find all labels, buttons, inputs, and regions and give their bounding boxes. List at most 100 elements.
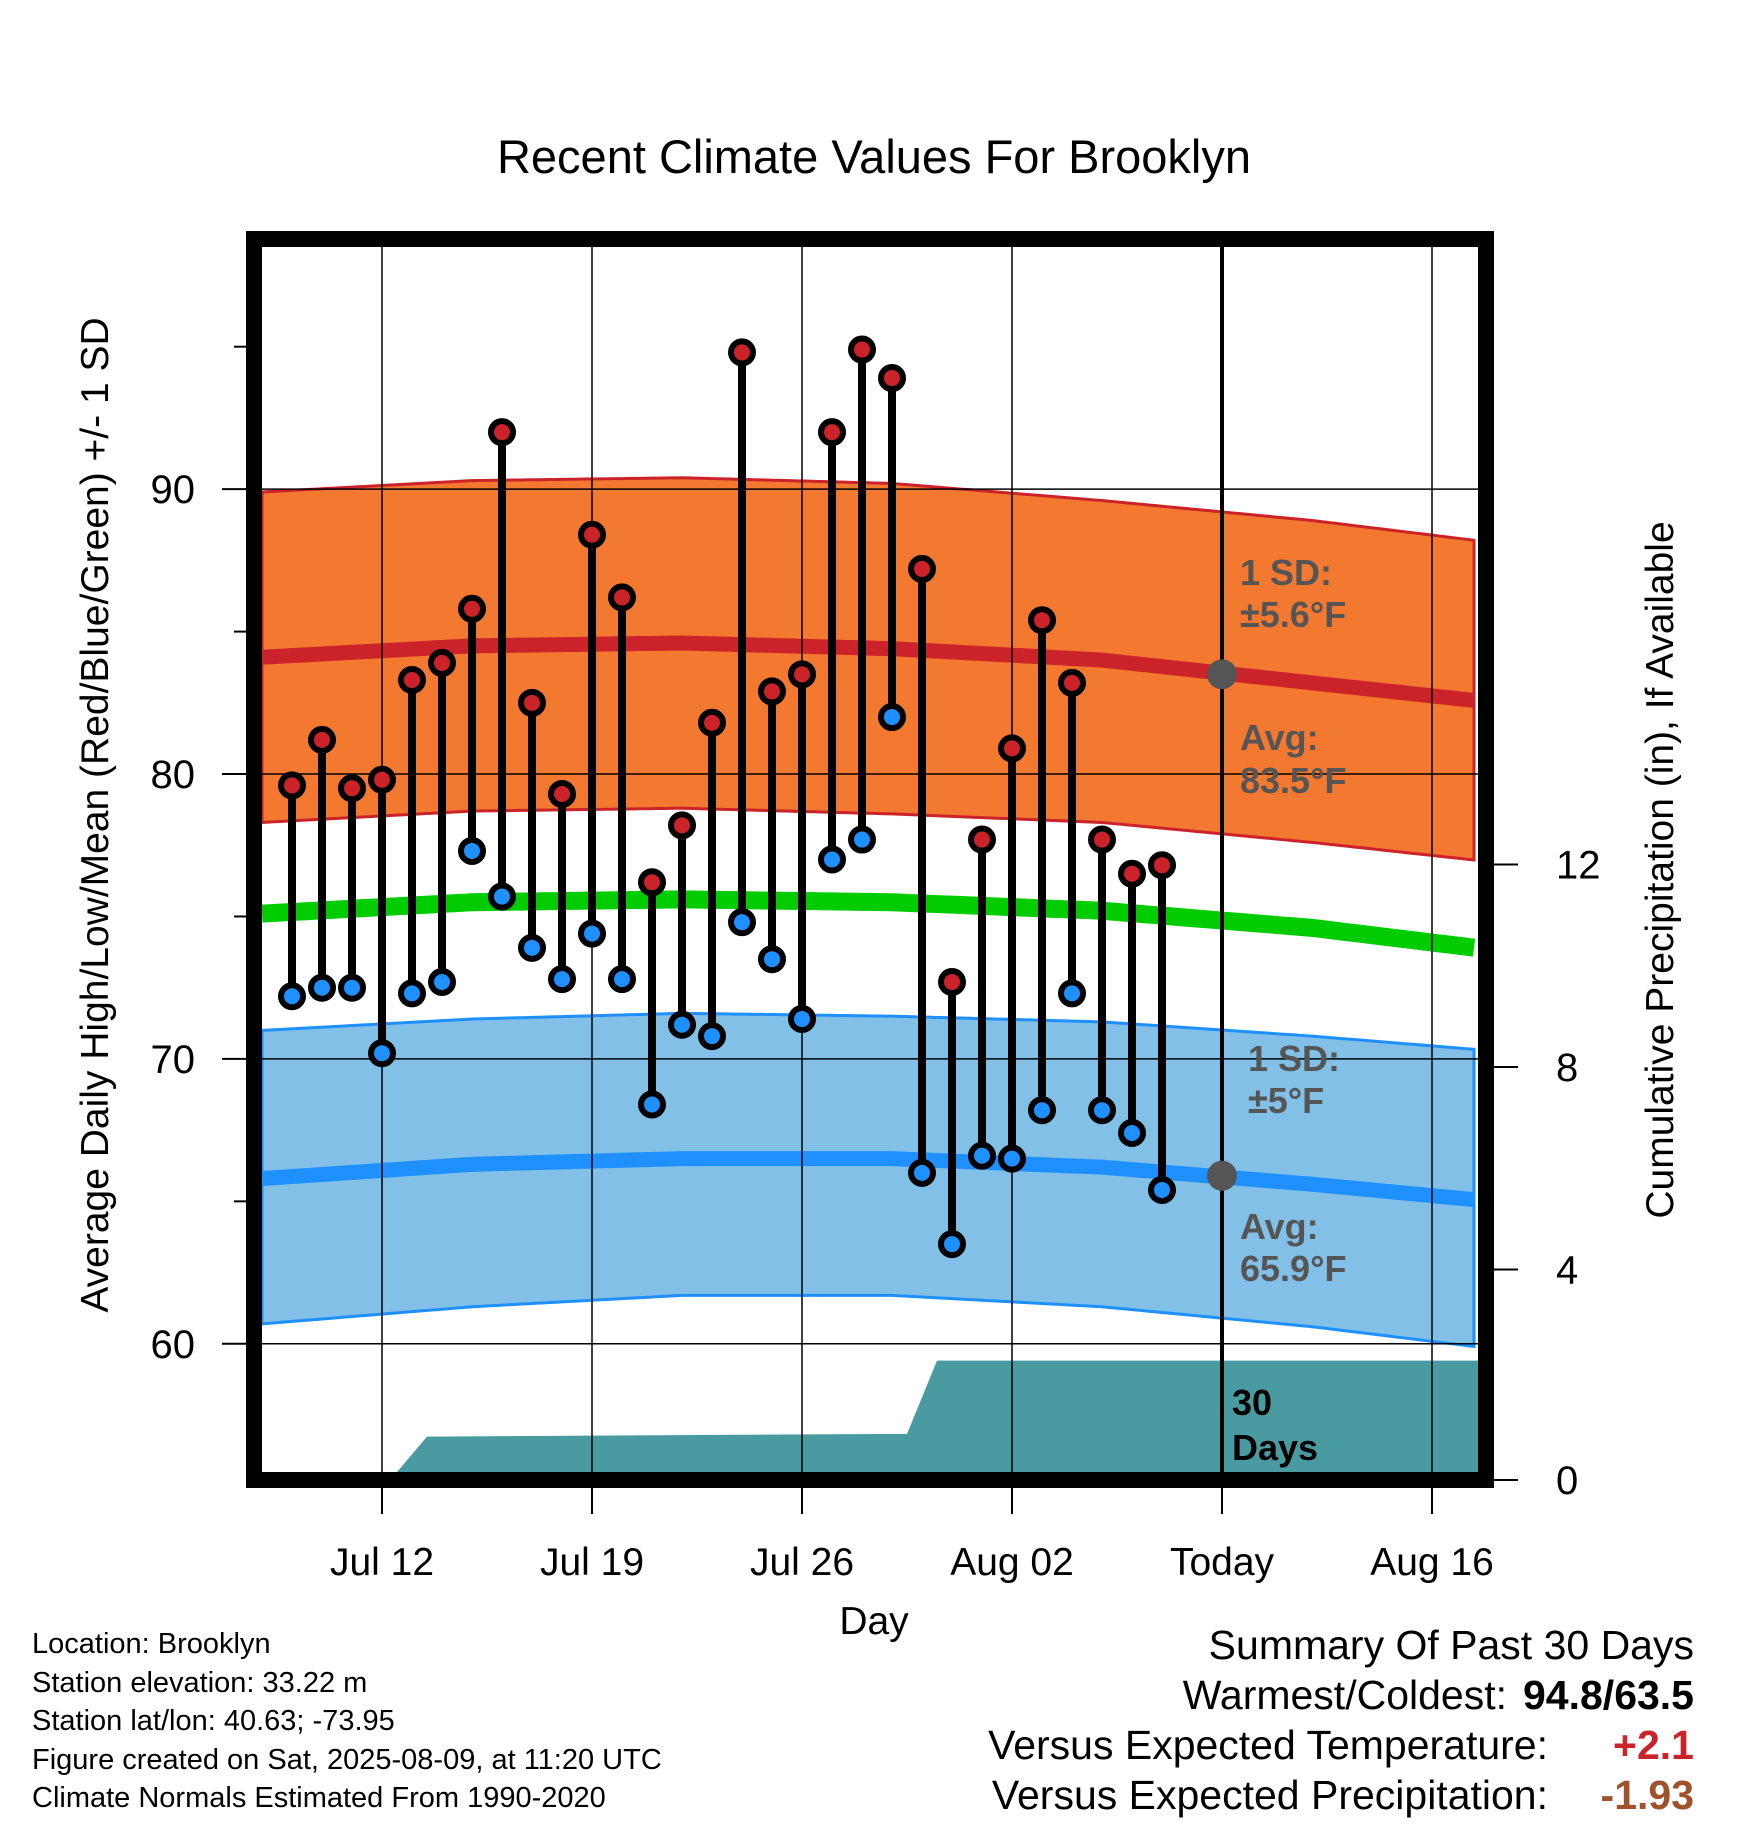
daily-high-point bbox=[1148, 851, 1176, 880]
climate-normals-note: Climate Normals Estimated From 1990-2020 bbox=[32, 1782, 606, 1814]
high-sd-value: ±5.6°F bbox=[1240, 594, 1346, 635]
daily-low-point bbox=[608, 965, 636, 994]
station-location: Location: Brooklyn bbox=[32, 1628, 271, 1660]
daily-low-point bbox=[668, 1010, 696, 1039]
precip-anomaly-value: -1.93 bbox=[1600, 1772, 1694, 1818]
summary-panel: Summary Of Past 30 Days Warmest/Coldest:… bbox=[988, 1620, 1694, 1820]
low-avg-label: Avg: bbox=[1240, 1206, 1319, 1247]
low-sd-band bbox=[262, 1011, 1476, 1349]
station-latlon: Station lat/lon: 40.63; -73.95 bbox=[32, 1705, 395, 1737]
x-tick-label: Aug 16 bbox=[1370, 1541, 1494, 1584]
low-avg-line bbox=[262, 1151, 1475, 1208]
daily-low-point bbox=[548, 965, 576, 994]
precip-days-count: 30 bbox=[1232, 1382, 1272, 1423]
daily-low-point bbox=[1088, 1096, 1116, 1125]
daily-high-point bbox=[758, 677, 786, 706]
daily-low-point bbox=[368, 1039, 396, 1068]
high-avg-label: Avg: bbox=[1240, 717, 1319, 758]
daily-low-point bbox=[1148, 1175, 1176, 1204]
daily-low-point bbox=[458, 836, 486, 865]
daily-high-point bbox=[338, 774, 366, 803]
y-axis-label: Average Daily High/Low/Mean (Red/Blue/Gr… bbox=[74, 317, 117, 1312]
daily-high-point bbox=[788, 660, 816, 689]
high-sd-label: 1 SD: bbox=[1240, 552, 1332, 593]
precip-anomaly-label: Versus Expected Precipitation: bbox=[991, 1772, 1548, 1818]
y2-tick-label: 8 bbox=[1556, 1046, 1578, 1090]
daily-high-point bbox=[728, 338, 756, 367]
daily-low-point bbox=[698, 1022, 726, 1051]
x-tick-label: Aug 02 bbox=[950, 1541, 1074, 1584]
daily-high-point bbox=[1058, 668, 1086, 697]
daily-high-point bbox=[458, 594, 486, 623]
daily-low-point bbox=[308, 973, 336, 1002]
daily-high-point bbox=[848, 335, 876, 364]
daily-high-point bbox=[608, 583, 636, 612]
daily-low-point bbox=[1118, 1118, 1146, 1147]
daily-low-point bbox=[968, 1141, 996, 1170]
temp-anomaly-value: +2.1 bbox=[1613, 1722, 1694, 1768]
daily-low-point bbox=[848, 825, 876, 854]
daily-high-point bbox=[1028, 606, 1056, 635]
daily-low-point bbox=[818, 845, 846, 874]
low-avg-value: 65.9°F bbox=[1240, 1248, 1346, 1289]
daily-high-point bbox=[668, 811, 696, 840]
daily-low-point bbox=[338, 973, 366, 1002]
high-avg-line bbox=[262, 635, 1475, 708]
precip-area bbox=[367, 1360, 1478, 1472]
daily-high-point bbox=[638, 868, 666, 897]
today-high-avg-marker bbox=[1207, 659, 1237, 690]
daily-high-point bbox=[518, 688, 546, 717]
summary-temp-anomaly: Versus Expected Temperature: +2.1 bbox=[988, 1720, 1694, 1770]
mean-line bbox=[262, 890, 1476, 957]
daily-low-point bbox=[488, 882, 516, 911]
daily-low-point bbox=[278, 982, 306, 1011]
daily-high-point bbox=[368, 765, 396, 794]
station-info: Location: Brooklyn Station elevation: 33… bbox=[32, 1625, 662, 1818]
daily-low-point bbox=[428, 968, 456, 996]
summary-warmest-coldest: Warmest/Coldest: 94.8/63.5 bbox=[988, 1670, 1694, 1720]
daily-low-point bbox=[728, 908, 756, 937]
high-sd-band bbox=[262, 476, 1476, 862]
y-tick-label: 60 bbox=[151, 1323, 196, 1367]
daily-high-point bbox=[428, 648, 456, 677]
daily-high-point bbox=[278, 771, 306, 800]
daily-high-point bbox=[818, 418, 846, 447]
y2-axis-label: Cumulative Precipitation (in), If Availa… bbox=[1639, 521, 1682, 1218]
daily-high-point bbox=[398, 666, 426, 695]
daily-high-point bbox=[1088, 825, 1116, 854]
temp-anomaly-label: Versus Expected Temperature: bbox=[988, 1722, 1548, 1768]
plot-frame bbox=[246, 231, 1494, 1488]
daily-low-point bbox=[758, 945, 786, 974]
daily-low-point bbox=[578, 919, 606, 948]
low-sd-value: ±5°F bbox=[1248, 1080, 1324, 1121]
daily-high-point bbox=[578, 520, 606, 549]
daily-high-point bbox=[488, 418, 516, 447]
y2-tick-label: 0 bbox=[1556, 1459, 1578, 1503]
chart-title: Recent Climate Values For Brooklyn bbox=[497, 130, 1251, 183]
daily-low-point bbox=[1028, 1096, 1056, 1125]
daily-high-point bbox=[968, 825, 996, 854]
summary-title: Summary Of Past 30 Days bbox=[1208, 1622, 1694, 1668]
daily-low-point bbox=[878, 703, 906, 732]
warmest-coldest-value: 94.8/63.5 bbox=[1523, 1672, 1694, 1718]
high-avg-value: 83.5°F bbox=[1240, 760, 1346, 801]
daily-low-point bbox=[1058, 979, 1086, 1008]
daily-high-point bbox=[548, 779, 576, 808]
daily-low-point bbox=[788, 1005, 816, 1034]
y-tick-label: 80 bbox=[151, 753, 196, 797]
daily-high-point bbox=[938, 968, 966, 996]
daily-low-point bbox=[518, 933, 546, 962]
today-low-avg-marker bbox=[1207, 1160, 1237, 1191]
x-tick-label: Jul 26 bbox=[750, 1541, 854, 1584]
daily-high-point bbox=[998, 734, 1026, 763]
y2-tick-label: 4 bbox=[1556, 1249, 1578, 1293]
x-tick-label: Jul 19 bbox=[540, 1541, 644, 1584]
daily-low-point bbox=[938, 1230, 966, 1259]
y-tick-label: 70 bbox=[151, 1038, 196, 1082]
y2-tick-label: 12 bbox=[1556, 844, 1601, 888]
station-elevation: Station elevation: 33.22 m bbox=[32, 1666, 368, 1699]
daily-low-point bbox=[908, 1158, 936, 1187]
daily-high-point bbox=[1118, 859, 1146, 888]
